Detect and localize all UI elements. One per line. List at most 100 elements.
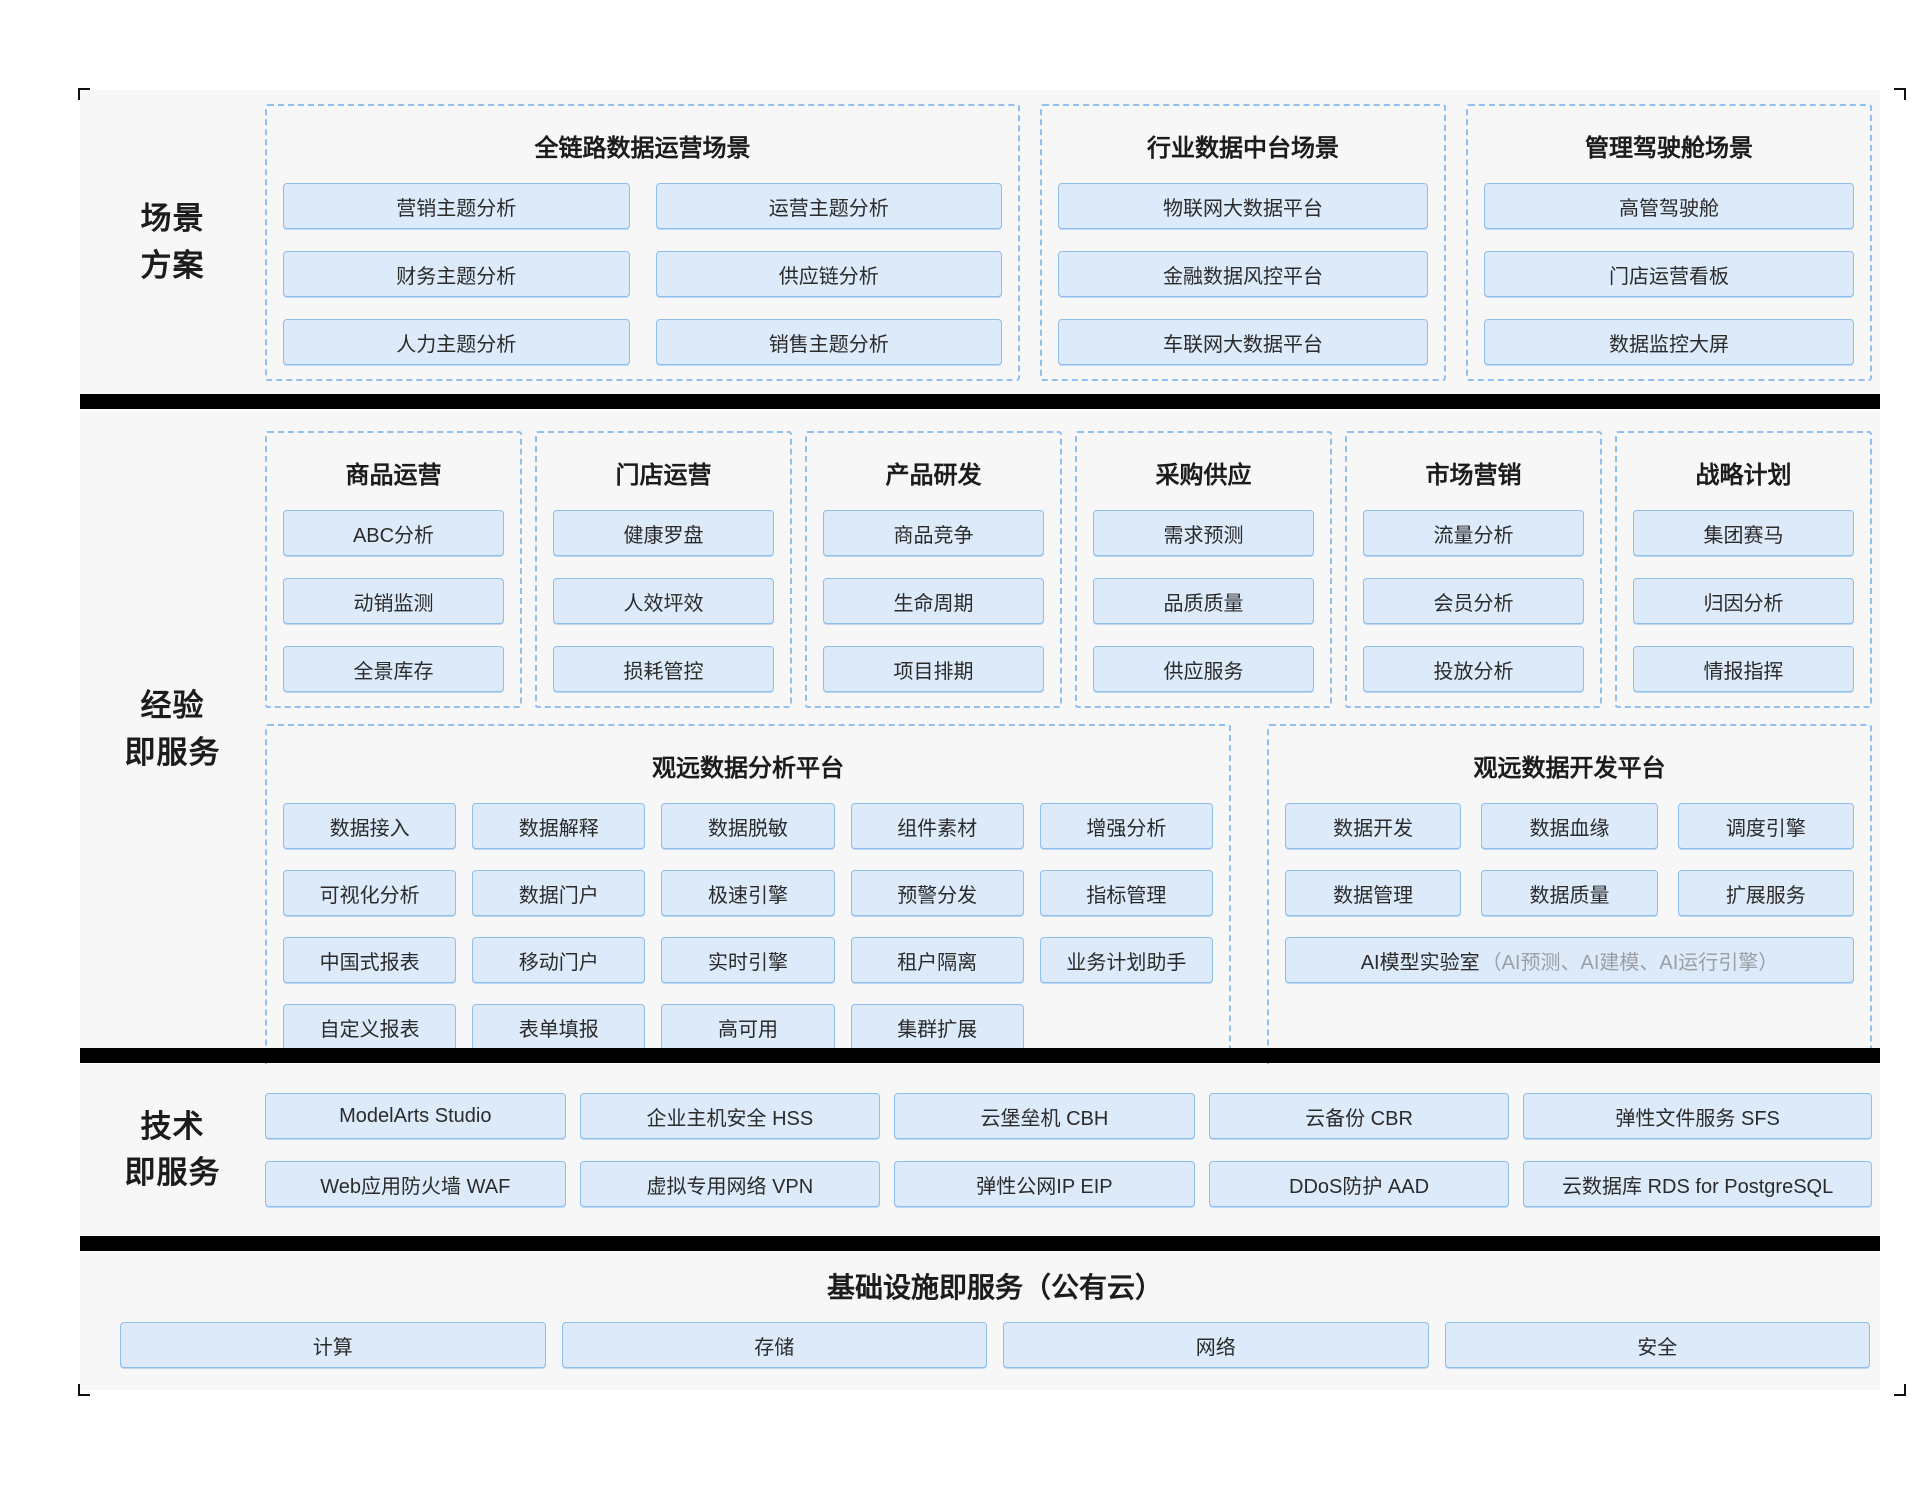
scenario-box: 门店运营看板 [1484, 251, 1854, 297]
infra-box: 网络 [1003, 1322, 1429, 1368]
scenario-box: 销售主题分析 [655, 319, 1002, 365]
technology-section-label: 技术 即服务 [80, 1104, 265, 1197]
platform-module-box: 扩展服务 [1677, 870, 1854, 916]
platform-module-box: 数据解释 [472, 803, 646, 849]
infra-box: 计算 [120, 1322, 546, 1368]
scenario-box: 营销主题分析 [283, 183, 630, 229]
capability-box: 生命周期 [823, 578, 1044, 624]
group-title: 管理驾驶舱场景 [1585, 135, 1753, 162]
group-full-link-data-operation-scenarios: 全链路数据运营场景 营销主题分析 运营主题分析 财务主题分析 供应链分析 人力主… [265, 104, 1020, 381]
group-product-research: 产品研发 商品竞争 生命周期 项目排期 [805, 431, 1062, 708]
capability-box: 供应服务 [1093, 646, 1314, 692]
scenario-box: 车联网大数据平台 [1058, 319, 1428, 365]
platform-module-box: 数据接入 [283, 803, 457, 849]
capability-box: 全景库存 [283, 646, 504, 692]
group-title: 战略计划 [1695, 462, 1792, 489]
platform-module-box: 移动门户 [472, 937, 646, 983]
platform-module-box: 增强分析 [1039, 803, 1213, 849]
corner-mark-top-right [1894, 88, 1906, 100]
group-store-operation: 门店运营 健康罗盘 人效坪效 损耗管控 [535, 431, 792, 708]
section-divider-bar [80, 1048, 1880, 1063]
scenario-box: 财务主题分析 [283, 251, 630, 297]
capability-box: 商品竞争 [823, 510, 1044, 556]
scenario-box: 高管驾驶舱 [1484, 183, 1854, 229]
platform-module-box: 数据脱敏 [661, 803, 835, 849]
group-guanyuan-data-analysis-platform: 观远数据分析平台 数据接入 数据解释 数据脱敏 组件素材 增强分析 可视化分析 … [265, 724, 1231, 1066]
platform-module-box: 数据管理 [1285, 870, 1462, 916]
tech-service-box: 弹性公网IP EIP [894, 1161, 1195, 1207]
platform-module-box: 数据血缘 [1481, 803, 1658, 849]
group-title: 市场营销 [1425, 462, 1522, 489]
experience-label-line2: 即服务 [124, 734, 221, 770]
platform-module-box: 业务计划助手 [1039, 937, 1213, 983]
group-marketing: 市场营销 流量分析 会员分析 投放分析 [1345, 431, 1602, 708]
ai-model-lab-sub: （AI预测、AI建模、AI运行引擎） [1481, 951, 1779, 974]
technology-label-line1: 技术 [140, 1108, 205, 1144]
section-divider-bar [80, 1236, 1880, 1251]
group-title: 采购供应 [1155, 462, 1252, 489]
group-merchandise-operation: 商品运营 ABC分析 动销监测 全景库存 [265, 431, 522, 708]
corner-mark-bottom-left [78, 1384, 90, 1396]
capability-box: 集团赛马 [1633, 510, 1854, 556]
group-procurement-supply: 采购供应 需求预测 品质质量 供应服务 [1075, 431, 1332, 708]
ai-model-lab-box: AI模型实验室 （AI预测、AI建模、AI运行引擎） [1285, 937, 1854, 983]
capability-box: 归因分析 [1633, 578, 1854, 624]
capability-box: 需求预测 [1093, 510, 1314, 556]
capability-box: 健康罗盘 [553, 510, 774, 556]
tech-service-box: ModelArts Studio [265, 1093, 566, 1139]
scenario-section-label: 场景 方案 [80, 196, 265, 289]
tech-service-box: DDoS防护 AAD [1208, 1161, 1510, 1207]
capability-box: 项目排期 [823, 646, 1044, 692]
tech-service-box: 企业主机安全 HSS [579, 1093, 881, 1139]
infra-box: 存储 [561, 1322, 987, 1368]
capability-box: 投放分析 [1363, 646, 1584, 692]
capability-box: 品质质量 [1093, 578, 1314, 624]
platform-module-box: 数据质量 [1481, 870, 1658, 916]
infra-box: 安全 [1444, 1322, 1870, 1368]
tech-service-box: 虚拟专用网络 VPN [579, 1161, 881, 1207]
group-guanyuan-data-development-platform: 观远数据开发平台 数据开发 数据血缘 调度引擎 数据管理 数据质量 扩展服务 A… [1267, 724, 1872, 1066]
scenario-label-line1: 场景 [140, 201, 205, 236]
platform-module-box: 数据门户 [472, 870, 646, 916]
group-strategic-planning: 战略计划 集团赛马 归因分析 情报指挥 [1615, 431, 1872, 708]
scenario-box: 运营主题分析 [655, 183, 1002, 229]
group-title: 商品运营 [345, 462, 442, 489]
scenario-box: 金融数据风控平台 [1058, 251, 1428, 297]
capability-box: 会员分析 [1363, 578, 1584, 624]
scenario-box: 物联网大数据平台 [1058, 183, 1428, 229]
platform-module-box: 极速引擎 [661, 870, 835, 916]
ai-model-lab-main: AI模型实验室 [1360, 951, 1480, 974]
platform-module-box: 集群扩展 [850, 1004, 1024, 1050]
capability-box: 动销监测 [283, 578, 504, 624]
infrastructure-title: 基础设施即服务（公有云） [826, 1272, 1163, 1303]
platform-module-box: 表单填报 [472, 1004, 646, 1050]
tech-service-box: 云备份 CBR [1208, 1093, 1510, 1139]
scenario-box: 数据监控大屏 [1484, 319, 1854, 365]
group-title: 全链路数据运营场景 [534, 135, 751, 162]
tech-service-box: 云堡垒机 CBH [894, 1093, 1195, 1139]
corner-mark-top-left [78, 88, 90, 100]
section-technology-as-a-service: 技术 即服务 ModelArts Studio 企业主机安全 HSS 云堡垒机 … [80, 1064, 1880, 1236]
group-management-cockpit-scenarios: 管理驾驶舱场景 高管驾驶舱 门店运营看板 数据监控大屏 [1466, 104, 1872, 381]
platform-module-box: 预警分发 [850, 870, 1024, 916]
platform-module-box: 中国式报表 [283, 937, 457, 983]
tech-service-box: 弹性文件服务 SFS [1523, 1093, 1872, 1139]
scenario-box: 供应链分析 [655, 251, 1002, 297]
section-experience-as-a-service: 经验 即服务 商品运营 ABC分析 动销监测 全景库存 门店运营 健康罗盘 人效… [80, 411, 1880, 1066]
group-title: 门店运营 [615, 462, 712, 489]
experience-section-label: 经验 即服务 [80, 411, 265, 1048]
capability-box: ABC分析 [283, 510, 504, 556]
platform-module-box: 指标管理 [1039, 870, 1213, 916]
capability-box: 情报指挥 [1633, 646, 1854, 692]
platform-module-box: 租户隔离 [850, 937, 1024, 983]
group-title: 观远数据分析平台 [652, 755, 844, 782]
experience-label-line1: 经验 [140, 688, 205, 723]
tech-service-box: Web应用防火墙 WAF [265, 1161, 566, 1207]
capability-box: 人效坪效 [553, 578, 774, 624]
platform-module-box: 高可用 [661, 1004, 835, 1050]
corner-mark-bottom-right [1894, 1384, 1906, 1396]
platform-module-box: 组件素材 [850, 803, 1024, 849]
technology-label-line2: 即服务 [124, 1155, 221, 1190]
capability-box: 损耗管控 [553, 646, 774, 692]
capability-box: 流量分析 [1363, 510, 1584, 556]
